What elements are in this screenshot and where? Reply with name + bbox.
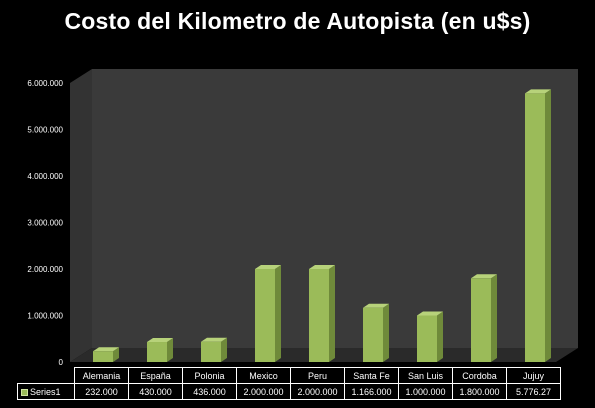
bar — [309, 265, 335, 362]
y-tick-label: 1.000.000 — [27, 312, 63, 321]
bar-front — [147, 342, 167, 362]
bar-front — [93, 351, 113, 362]
data-label: 1.166.000 — [344, 383, 399, 400]
bar-side — [383, 303, 389, 362]
category-label: Cordoba — [452, 367, 507, 384]
bar-side — [437, 311, 443, 362]
bar — [255, 265, 281, 362]
bar-top — [93, 347, 119, 352]
bar-top — [255, 265, 281, 269]
y-tick-label: 2.000.000 — [27, 265, 63, 274]
category-label: Mexico — [236, 367, 291, 384]
series-legend-cell: Series1 — [17, 383, 75, 400]
data-label: 2.000.000 — [236, 383, 291, 400]
data-table: Alemania España Polonia Mexico Peru Santa Fe S… — [17, 367, 561, 400]
category-label: Alemania — [74, 367, 129, 384]
bar-side — [329, 265, 335, 362]
y-tick-label: 5.000.000 — [27, 126, 63, 135]
bar-front — [471, 278, 491, 362]
bar-top — [363, 303, 389, 308]
chart-title: Costo del Kilometro de Autopista (en u$s… — [64, 8, 531, 34]
bar — [471, 274, 497, 362]
bar-top — [201, 337, 227, 342]
y-tick-label: 0 — [59, 358, 64, 367]
category-label: Peru — [290, 367, 345, 384]
bar-front — [363, 307, 383, 362]
bar-front — [525, 93, 545, 362]
data-label: 2.000.000 — [290, 383, 345, 400]
bar-side — [167, 338, 173, 362]
series-name: Series1 — [30, 386, 61, 397]
bar — [147, 338, 173, 362]
data-label: 1.000.000 — [398, 383, 453, 400]
side-wall — [70, 69, 92, 362]
bar-front — [417, 315, 437, 362]
data-label: 430.000 — [128, 383, 183, 400]
category-label: Polonia — [182, 367, 237, 384]
bar-top — [525, 89, 551, 94]
data-label: 5.776.27 — [506, 383, 561, 400]
bar — [417, 311, 443, 362]
bar-side — [275, 265, 281, 362]
data-label: 232.000 — [74, 383, 129, 400]
bar-top — [147, 338, 173, 343]
bar-top — [471, 274, 497, 279]
value-row: Series1 232.000 430.000 436.000 2.000.000 2.… — [17, 383, 561, 400]
bar — [93, 347, 119, 362]
category-label: Santa Fe — [344, 367, 399, 384]
category-row: Alemania España Polonia Mexico Peru Santa Fe S… — [17, 367, 561, 384]
bar-top — [417, 311, 443, 316]
bar-front — [255, 269, 275, 362]
bar-side — [221, 337, 227, 362]
bar-side — [545, 89, 551, 362]
bar — [525, 89, 551, 362]
data-label: 436.000 — [182, 383, 237, 400]
back-wall — [92, 69, 578, 348]
y-axis: 0 1.000.000 2.000.000 3.000.000 4.000.000 5.0… — [27, 79, 63, 367]
bar-front — [201, 341, 221, 362]
bar-side — [491, 274, 497, 362]
bar-top — [309, 265, 335, 269]
y-tick-label: 4.000.000 — [27, 172, 63, 181]
category-label: España — [128, 367, 183, 384]
y-tick-label: 3.000.000 — [27, 219, 63, 228]
data-label: 1.800.000 — [452, 383, 507, 400]
corner-cell — [17, 367, 75, 384]
y-tick-label: 6.000.000 — [27, 79, 63, 88]
category-label: San Luis — [398, 367, 453, 384]
bar — [363, 303, 389, 362]
series-legend-key — [21, 388, 28, 396]
bar-side — [113, 347, 119, 362]
bar-series — [93, 89, 551, 362]
bar-front — [309, 269, 329, 362]
category-label: Jujuy — [506, 367, 561, 384]
bar — [201, 337, 227, 362]
